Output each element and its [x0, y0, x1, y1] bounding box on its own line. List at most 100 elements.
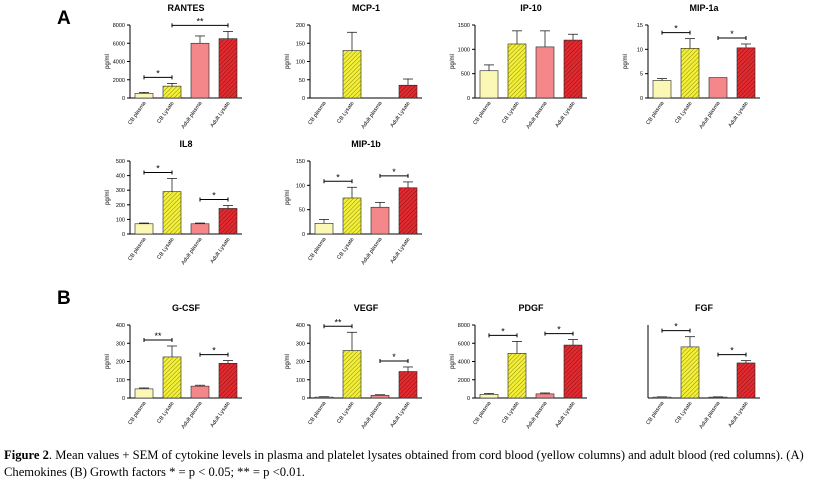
significance-label: *: [392, 352, 396, 362]
bar-cb-plasma: [134, 93, 154, 99]
bar-cb-plasma: [134, 388, 154, 399]
x-tick-label: CB Lysate: [336, 237, 355, 261]
chart-vegf: VEGF 0 100 200 300 400 pg/ml CB plasma CB Lysate…: [285, 303, 422, 430]
bar-cb-lysate: [507, 43, 527, 99]
x-tick-label: CB Lysate: [674, 101, 693, 125]
chart-title: IP-10: [520, 3, 542, 13]
significance-label: *: [730, 346, 734, 356]
x-tick-label: CB plasma: [127, 100, 148, 126]
x-tick-label: Adult Lysate: [389, 101, 411, 129]
x-tick-label: Adult plasma: [180, 236, 204, 266]
bar-cb-plasma: [652, 80, 672, 99]
x-tick-label: CB plasma: [645, 400, 666, 426]
y-tick-label: 8000: [458, 323, 470, 329]
chart-title: IL8: [179, 139, 192, 149]
panel-label-b: B: [57, 288, 71, 309]
chart-g-csf: G-CSF 0 100 200 300 400 pg/ml CB plasma CB Lysat…: [105, 303, 242, 430]
x-tick-label: Adult Lysate: [554, 401, 576, 429]
y-tick-label: 50: [299, 208, 305, 214]
y-tick-label: 300: [116, 188, 125, 194]
x-tick-label: Adult Lysate: [727, 101, 749, 129]
bar-cb-lysate: [507, 352, 527, 399]
significance-label: *: [730, 29, 734, 39]
y-tick-label: 1500: [458, 23, 470, 29]
x-tick-label: CB plasma: [307, 400, 328, 426]
y-tick-label: 0: [467, 396, 470, 402]
y-axis-label: pg/ml: [450, 54, 456, 69]
x-tick-label: Adult plasma: [360, 400, 384, 430]
y-tick-label: 100: [296, 183, 305, 189]
x-tick-label: CB plasma: [127, 400, 148, 426]
chart-mcp-1: MCP-1 0 50 100 150 200 pg/ml CB plasma CB Lysate…: [285, 3, 422, 130]
y-axis-label: pg/ml: [105, 54, 111, 69]
x-tick-label: CB Lysate: [501, 101, 520, 125]
y-tick-label: 200: [116, 360, 125, 366]
chart-title: PDGF: [518, 303, 544, 313]
y-axis-label: pg/ml: [285, 190, 291, 205]
bar-adult-lysate: [398, 371, 418, 399]
y-tick-label: 0: [122, 396, 125, 402]
chart-pdgf: PDGF 0 2000 4000 6000 8000 pg/ml CB plasma CB Ly…: [450, 303, 587, 430]
x-tick-label: Adult Lysate: [727, 401, 749, 429]
bar-adult-plasma: [190, 42, 210, 99]
x-tick-label: Adult plasma: [525, 400, 549, 430]
chart-title: FGF: [695, 303, 713, 313]
chart-title: G-CSF: [172, 303, 201, 313]
chart-il8: IL8 0 100 200 300 400 500 pg/ml CB plasma CB Lysa…: [105, 139, 242, 266]
y-axis-label: pg/ml: [450, 354, 456, 369]
y-tick-label: 300: [296, 341, 305, 347]
x-tick-label: CB Lysate: [674, 401, 693, 425]
bar-adult-lysate: [218, 363, 238, 399]
x-tick-label: Adult plasma: [698, 400, 722, 430]
y-tick-label: 6000: [458, 341, 470, 347]
chart-title: MIP-1b: [351, 139, 381, 149]
y-axis-label: pg/ml: [623, 54, 629, 69]
y-tick-label: 150: [296, 41, 305, 47]
y-tick-label: 6000: [113, 41, 125, 47]
x-tick-label: Adult Lysate: [209, 401, 231, 429]
y-tick-label: 0: [302, 396, 305, 402]
bar-adult-plasma: [190, 223, 210, 235]
significance-label: *: [392, 167, 396, 177]
y-tick-label: 400: [296, 323, 305, 329]
bar-cb-lysate: [342, 197, 362, 235]
y-tick-label: 0: [640, 96, 643, 102]
bar-adult-plasma: [370, 206, 390, 235]
x-tick-label: CB Lysate: [336, 401, 355, 425]
chart-fgf: FGF CB plasma CB Lysate Adult plasma Adult L…: [645, 303, 760, 430]
chart-title: RANTES: [167, 3, 204, 13]
x-tick-label: Adult plasma: [525, 100, 549, 130]
x-tick-label: CB plasma: [472, 400, 493, 426]
bar-adult-plasma: [535, 46, 555, 99]
bar-cb-lysate: [680, 346, 700, 399]
significance-label: *: [336, 172, 340, 182]
chart-title: VEGF: [354, 303, 379, 313]
y-tick-label: 10: [637, 47, 643, 53]
bar-adult-lysate: [218, 38, 238, 99]
bar-cb-plasma: [134, 223, 154, 235]
y-tick-label: 400: [116, 174, 125, 180]
chart-mip-1b: MIP-1b 0 50 100 150 pg/ml CB plasma CB Lysate Ad…: [285, 139, 422, 266]
x-tick-label: CB plasma: [472, 100, 493, 126]
y-tick-label: 0: [122, 96, 125, 102]
y-tick-label: 0: [302, 96, 305, 102]
significance-label: *: [501, 326, 505, 336]
x-tick-label: Adult plasma: [698, 100, 722, 130]
bar-adult-plasma: [708, 396, 728, 399]
x-tick-label: Adult plasma: [360, 236, 384, 266]
bar-adult-plasma: [370, 394, 390, 399]
significance-label: *: [557, 325, 561, 335]
y-axis-label: pg/ml: [285, 354, 291, 369]
y-tick-label: 50: [299, 78, 305, 84]
caption-text: . Mean values + SEM of cytokine levels i…: [4, 448, 804, 479]
y-tick-label: 0: [122, 232, 125, 238]
y-tick-label: 0: [467, 96, 470, 102]
y-axis-label: pg/ml: [105, 190, 111, 205]
chart-ip-10: IP-10 0 500 1000 1500 pg/ml CB plasma CB Lysate…: [450, 3, 587, 130]
y-tick-label: 2000: [458, 378, 470, 384]
bar-adult-lysate: [736, 47, 756, 99]
bar-adult-lysate: [563, 39, 583, 99]
chart-title: MIP-1a: [689, 3, 719, 13]
x-tick-label: Adult Lysate: [389, 401, 411, 429]
